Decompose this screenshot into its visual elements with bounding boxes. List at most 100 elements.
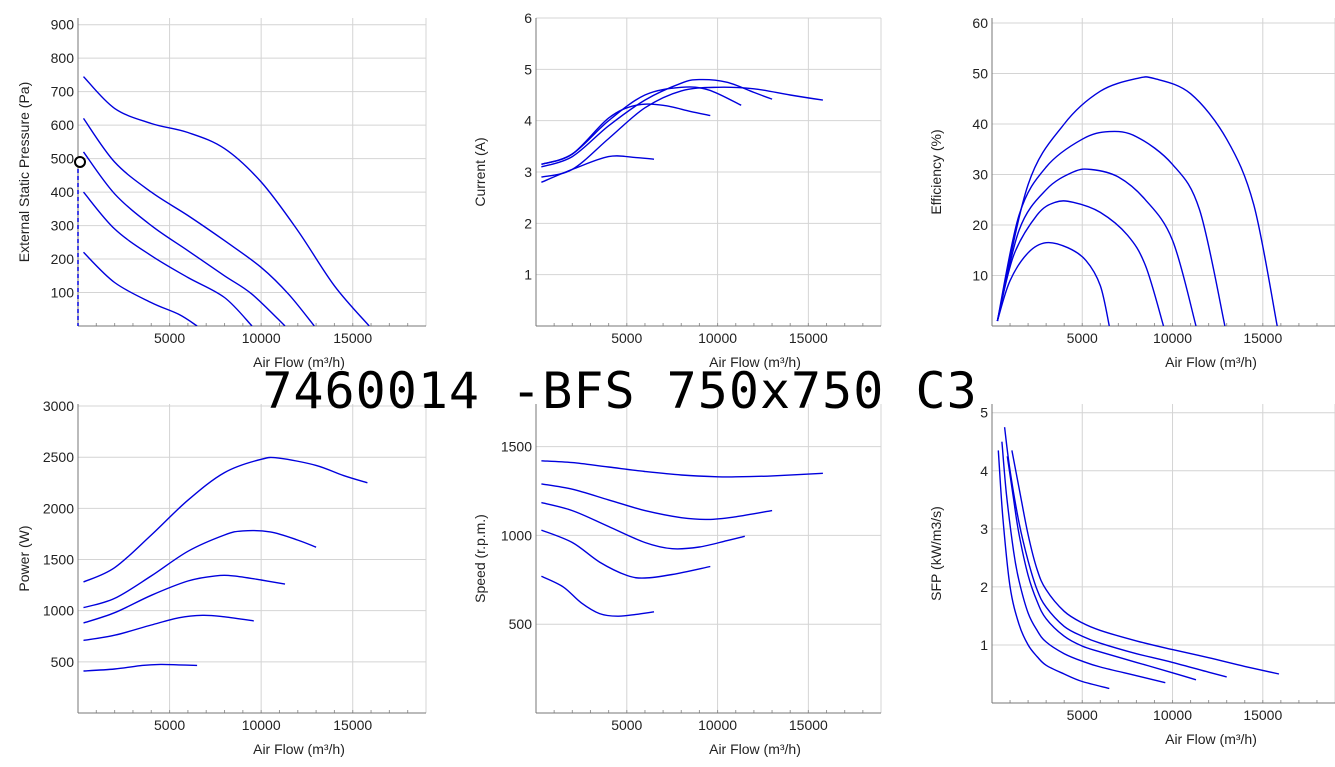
x-tick-label: 10000 <box>242 717 281 733</box>
y-axis-label: Efficiency (%) <box>928 129 944 214</box>
grid-speed <box>536 404 882 713</box>
series-line-2 <box>1003 427 1227 678</box>
x-tick-label: 10000 <box>698 717 737 733</box>
x-tick-label: 10000 <box>1153 330 1192 346</box>
series-line-1 <box>83 456 368 583</box>
x-tick-label: 15000 <box>1243 330 1282 346</box>
x-tick-label: 5000 <box>1067 330 1098 346</box>
y-axis-label: SFP (kW/m3/s) <box>928 506 944 601</box>
y-tick-label: 500 <box>51 654 75 670</box>
y-tick-label: 3 <box>980 521 988 537</box>
y-tick-label: 2500 <box>43 449 74 465</box>
grid-sfp <box>992 404 1335 703</box>
x-tick-label: 5000 <box>154 330 185 346</box>
x-tick-label: 15000 <box>1243 707 1282 723</box>
series-group-current <box>541 78 824 183</box>
series-line-4 <box>82 191 253 326</box>
x-tick-label: 15000 <box>789 330 828 346</box>
series-line-3 <box>541 86 742 165</box>
y-tick-label: 1000 <box>43 603 74 619</box>
product-title: 7460014 -BFS 750x750 C3 <box>262 362 978 420</box>
series-line-2 <box>996 130 1226 326</box>
x-tick-label: 5000 <box>611 330 642 346</box>
y-tick-label: 4 <box>524 113 532 129</box>
y-tick-label: 50 <box>972 66 988 82</box>
y-tick-label: 5 <box>524 61 532 77</box>
y-tick-label: 2 <box>980 579 988 595</box>
x-axis-label: Air Flow (m³/h) <box>709 354 801 370</box>
y-tick-label: 800 <box>51 50 75 66</box>
y-tick-label: 30 <box>972 167 988 183</box>
y-tick-label: 200 <box>51 251 75 267</box>
series-line-4 <box>996 200 1165 326</box>
x-axis-label: Air Flow (m³/h) <box>253 741 345 757</box>
x-tick-label: 10000 <box>1153 707 1192 723</box>
series-line-5 <box>83 663 198 672</box>
x-axis-label: Air Flow (m³/h) <box>1165 354 1257 370</box>
series-line-5 <box>996 241 1110 326</box>
y-tick-label: 4 <box>980 463 988 479</box>
series-line-5 <box>83 251 198 326</box>
y-axis-label: Speed (r.p.m.) <box>472 514 488 603</box>
chart-current: 5000 10000 15000 1 2 3 4 5 6 Air Flow (m³/h) Curre… <box>472 10 882 370</box>
series-line-3 <box>996 168 1197 326</box>
series-line-1 <box>541 460 823 478</box>
y-axis-label: Power (W) <box>16 525 32 591</box>
series-line-5 <box>541 575 655 617</box>
x-axis-label: Air Flow (m³/h) <box>709 741 801 757</box>
series-line-2 <box>82 117 315 326</box>
series-line-2 <box>83 529 317 609</box>
series-line-4 <box>541 529 711 579</box>
y-tick-label: 600 <box>51 117 75 133</box>
grid-current <box>536 17 882 326</box>
grid-pressure <box>78 18 427 326</box>
x-tick-label: 10000 <box>242 330 281 346</box>
series-line-1 <box>996 76 1278 326</box>
y-tick-label: 10 <box>972 268 988 284</box>
y-tick-label: 60 <box>972 15 988 31</box>
series-group-efficiency <box>996 76 1278 326</box>
series-line-4 <box>1001 441 1166 684</box>
x-axis-label: Air Flow (m³/h) <box>1165 731 1257 747</box>
y-tick-label: 400 <box>51 184 75 200</box>
y-tick-label: 500 <box>51 151 75 167</box>
series-line-2 <box>541 483 773 521</box>
y-tick-label: 3000 <box>43 398 74 414</box>
y-tick-label: 300 <box>51 218 75 234</box>
series-line-2 <box>541 78 773 168</box>
y-tick-label: 900 <box>51 17 75 33</box>
y-tick-label: 1 <box>524 267 532 283</box>
x-tick-label: 10000 <box>698 330 737 346</box>
series-line-3 <box>83 574 286 624</box>
series-line-5 <box>541 155 655 183</box>
x-tick-label: 15000 <box>333 717 372 733</box>
series-group-pressure <box>82 76 370 326</box>
chart-panels: 5000 10000 1500010020030040050060070080090… <box>16 10 1335 757</box>
y-tick-label: 20 <box>972 217 988 233</box>
y-tick-label: 3 <box>524 164 532 180</box>
series-group-power <box>83 456 368 672</box>
x-tick-label: 15000 <box>789 717 828 733</box>
chart-efficiency: 5000 10000 15000 10 20 30 40 50 60 Air Flow (m³/h… <box>928 15 1335 370</box>
y-tick-label: 100 <box>51 285 75 301</box>
x-tick-label: 15000 <box>333 330 372 346</box>
y-axis-label: External Static Pressure (Pa) <box>16 82 32 263</box>
y-tick-label: 1 <box>980 637 988 653</box>
series-line-1 <box>1011 450 1280 675</box>
series-line-1 <box>83 76 370 326</box>
x-tick-label: 5000 <box>1067 707 1098 723</box>
chart-power: 5000 10000 15000 500 1000 1500 2000 2500 3000 Air… <box>16 398 427 757</box>
x-tick-label: 5000 <box>611 717 642 733</box>
y-tick-label: 40 <box>972 116 988 132</box>
series-line-3 <box>82 151 286 326</box>
y-tick-label: 1500 <box>501 439 532 455</box>
x-axis-label: Air Flow (m³/h) <box>253 354 345 370</box>
series-line-3 <box>541 501 745 550</box>
series-line-1 <box>541 86 824 178</box>
y-tick-label: 700 <box>51 84 75 100</box>
y-tick-label: 1000 <box>501 527 532 543</box>
chart-sfp: 5000 10000 15000 1 2 3 4 5 Air Flow (m³/h) SFP (k… <box>928 404 1335 747</box>
chart-pressure: 5000 10000 15000 100 200 300 400 500 600 700 800 90… <box>16 17 427 370</box>
operating-point-marker[interactable] <box>74 155 86 168</box>
